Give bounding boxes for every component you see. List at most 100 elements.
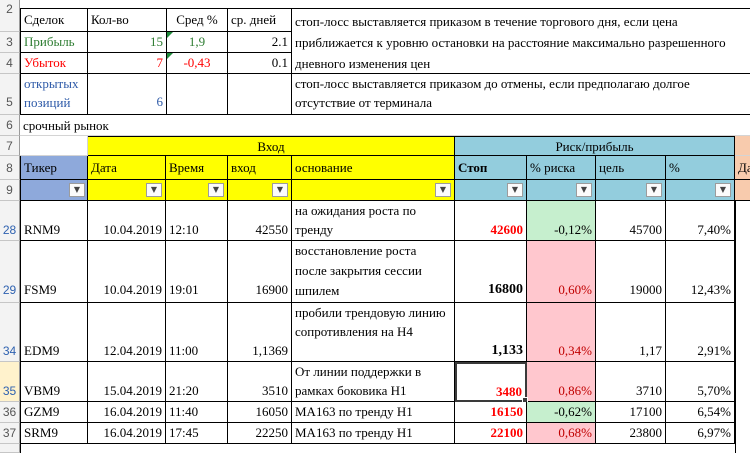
row-header-5[interactable]: 5 (0, 74, 20, 115)
row-header-2[interactable]: 2 (0, 0, 20, 32)
trade-entry[interactable]: 42550 (228, 201, 292, 241)
trade-target[interactable]: 19000 (596, 241, 666, 303)
trade-stop[interactable]: 22100 (455, 423, 527, 444)
summary-profit-count[interactable]: 15 (88, 32, 167, 53)
summary-loss-label[interactable]: Убыток (20, 53, 88, 74)
trade-stop[interactable]: 1,133 (455, 303, 527, 362)
trade-reason[interactable]: МА163 по тренду Н1 (292, 402, 455, 423)
summary-profit-label[interactable]: Прибыль (20, 32, 88, 53)
col-header-target[interactable]: цель (596, 156, 666, 180)
trade-risk-pct[interactable]: 0,68% (527, 423, 596, 444)
row-header-36[interactable]: 36 (0, 402, 20, 423)
row-header-29[interactable]: 29 (0, 241, 20, 303)
col-header-next[interactable]: Да (735, 156, 750, 180)
row-header-6[interactable]: 6 (0, 115, 20, 136)
note-gtc-stop[interactable]: стоп-лосс выставляется приказом до отмен… (292, 74, 750, 115)
trade-stop-selected[interactable]: 3480 (455, 362, 527, 402)
trade-time[interactable]: 12:10 (166, 201, 228, 241)
filter-dropdown-icon[interactable]: ▼ (435, 183, 451, 197)
col-header-profit-pct[interactable]: % (666, 156, 735, 180)
summary-loss-avg[interactable]: -0,43 (167, 53, 228, 74)
trade-risk-pct[interactable]: -0,62% (527, 402, 596, 423)
filter-dropdown-icon[interactable]: ▼ (576, 183, 592, 197)
row-header-9[interactable]: 9 (0, 180, 20, 201)
trade-entry[interactable]: 1,1369 (228, 303, 292, 362)
trade-entry[interactable]: 16050 (228, 402, 292, 423)
trade-time[interactable]: 21:20 (166, 362, 228, 402)
filter-dropdown-icon[interactable]: ▼ (715, 183, 731, 197)
trade-profit-pct[interactable]: 6,54% (666, 402, 735, 423)
group-header-entry[interactable]: Вход (88, 136, 455, 156)
trade-entry[interactable]: 22250 (228, 423, 292, 444)
row-header-7[interactable]: 7 (0, 136, 20, 156)
trade-risk-pct[interactable]: 0,60% (527, 241, 596, 303)
trade-ticker[interactable]: SRM9 (20, 423, 88, 444)
trade-stop[interactable]: 42600 (455, 201, 527, 241)
trade-target[interactable]: 17100 (596, 402, 666, 423)
filter-dropdown-icon[interactable]: ▼ (646, 183, 662, 197)
row-header-37[interactable]: 37 (0, 423, 20, 444)
summary-loss-count[interactable]: 7 (88, 53, 167, 74)
trade-target[interactable]: 23800 (596, 423, 666, 444)
trade-reason[interactable]: От линии поддержки в рамках боковика Н1 (292, 362, 455, 402)
trade-reason[interactable]: МА163 по тренду Н1 (292, 423, 455, 444)
col-header-time[interactable]: Время (166, 156, 228, 180)
group-header-risk[interactable]: Риск/прибыль (455, 136, 735, 156)
trade-reason[interactable]: пробили трендовую линию сопротивления на… (292, 303, 455, 362)
trade-time[interactable]: 17:45 (166, 423, 228, 444)
col-header-entry[interactable]: вход (228, 156, 292, 180)
trade-target[interactable]: 45700 (596, 201, 666, 241)
trade-date[interactable]: 12.04.2019 (88, 303, 166, 362)
trade-ticker[interactable]: EDM9 (20, 303, 88, 362)
row-header-3[interactable]: 3 (0, 32, 20, 53)
trade-profit-pct[interactable]: 7,40% (666, 201, 735, 241)
trade-reason[interactable]: восстановление роста после закрытия сесс… (292, 241, 455, 303)
trade-ticker[interactable]: VBM9 (20, 362, 88, 402)
row-header-28[interactable]: 28 (0, 201, 20, 241)
row-header-4[interactable]: 4 (0, 53, 20, 74)
summary-profit-days[interactable]: 2.1 (228, 32, 292, 53)
next-column-partial[interactable] (735, 201, 750, 453)
trade-risk-pct[interactable]: -0,12% (527, 201, 596, 241)
col-header-ticker[interactable]: Тикер (20, 156, 88, 180)
trade-date[interactable]: 15.04.2019 (88, 362, 166, 402)
next-row-partial[interactable] (20, 444, 735, 453)
summary-header-count[interactable]: Кол-во (88, 8, 167, 32)
filter-dropdown-icon[interactable]: ▼ (507, 183, 523, 197)
trade-entry[interactable]: 16900 (228, 241, 292, 303)
summary-open-avg[interactable] (167, 74, 228, 115)
filter-dropdown-icon[interactable]: ▼ (69, 183, 85, 197)
summary-header-days[interactable]: ср. дней (228, 8, 292, 32)
filter-dropdown-icon[interactable]: ▼ (272, 183, 288, 197)
col-header-stop[interactable]: Стоп (455, 156, 527, 180)
summary-profit-avg[interactable]: 1,9 (167, 32, 228, 53)
col-header-date[interactable]: Дата (88, 156, 166, 180)
row-header-8[interactable]: 8 (0, 156, 20, 180)
trade-date[interactable]: 16.04.2019 (88, 402, 166, 423)
summary-header-deals[interactable]: Сделок (20, 8, 88, 32)
summary-open-count[interactable]: 6 (88, 74, 167, 115)
filter-dropdown-icon[interactable]: ▼ (146, 183, 162, 197)
market-label[interactable]: срочный рынок (20, 115, 750, 136)
summary-open-label[interactable]: открытых позиций (20, 74, 88, 115)
col-header-risk-pct[interactable]: % риска (527, 156, 596, 180)
note-intraday-stop[interactable]: стоп-лосс выставляется приказом в течени… (292, 8, 750, 74)
row-header-34[interactable]: 34 (0, 303, 20, 362)
filter-dropdown-icon[interactable]: ▼ (208, 183, 224, 197)
trade-risk-pct[interactable]: 0,34% (527, 303, 596, 362)
summary-header-avg[interactable]: Сред % (167, 8, 228, 32)
trade-stop[interactable]: 16800 (455, 241, 527, 303)
trade-time[interactable]: 11:40 (166, 402, 228, 423)
trade-profit-pct[interactable]: 6,97% (666, 423, 735, 444)
trade-date[interactable]: 10.04.2019 (88, 241, 166, 303)
fill-handle[interactable] (522, 397, 528, 403)
trade-profit-pct[interactable]: 12,43% (666, 241, 735, 303)
col-header-reason[interactable]: основание (292, 156, 455, 180)
summary-open-days[interactable] (228, 74, 292, 115)
trade-date[interactable]: 10.04.2019 (88, 201, 166, 241)
trade-target[interactable]: 3710 (596, 362, 666, 402)
trade-stop[interactable]: 16150 (455, 402, 527, 423)
row-header-next[interactable] (0, 444, 20, 453)
trade-time[interactable]: 11:00 (166, 303, 228, 362)
trade-ticker[interactable]: GZM9 (20, 402, 88, 423)
